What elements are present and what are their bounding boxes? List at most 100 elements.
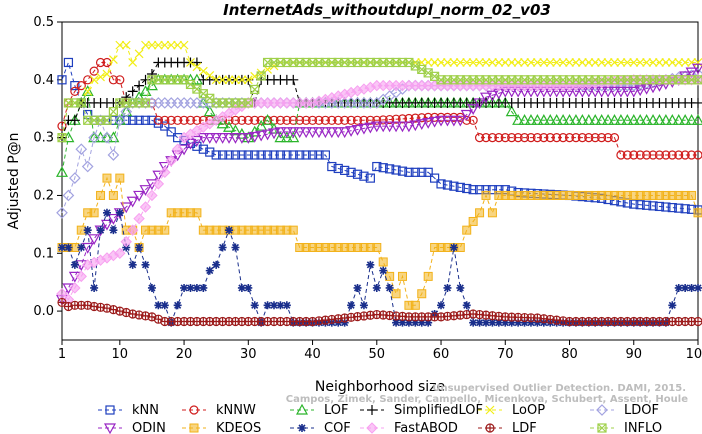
data-point-kdeos [108,190,118,200]
data-point-cof [475,318,484,327]
data-point-lof [685,114,698,125]
data-point-knn [340,165,350,175]
data-point-lof [672,114,685,125]
data-point-knn [391,165,401,175]
legend-item-ldof: LDOF [590,403,659,418]
data-point-knnw [95,57,106,68]
data-point-lof [139,85,152,96]
data-point-kdeos [687,190,697,200]
x-tick-label: 70 [497,347,514,362]
data-point-cof [340,318,349,327]
data-point-knn [282,150,292,160]
chart-title: InternetAds_withoutdupl_norm_02_v03 [223,1,551,19]
data-point-kdeos [391,289,401,299]
x-tick-label: 80 [561,347,578,362]
data-point-lof [582,114,595,125]
data-point-kdeos [397,271,407,281]
data-point-knnw [494,133,504,143]
series-ldf [57,297,702,327]
data-point-knnw [532,133,542,143]
data-point-lof [666,114,679,125]
data-point-knn [262,150,273,160]
data-point-odin [280,127,293,139]
data-point-knnw [474,133,485,143]
data-point-loop [629,58,639,67]
data-point-kdeos [115,173,125,183]
data-point-knn [314,150,324,160]
data-point-knn [134,115,144,125]
data-point-cof [514,318,523,327]
data-point-knn [359,171,369,181]
data-point-knnw [674,150,684,160]
data-point-knn [674,203,684,213]
data-point-fastabod [139,201,152,213]
x-axis: 1 10 20 30 40 50 60 70 80 90 100 [58,340,702,362]
data-point-odin [614,86,627,98]
data-point-lof [229,124,242,136]
data-point-knn [307,150,318,160]
data-point-lof [512,114,525,125]
data-point-cof [180,283,189,292]
data-point-knnw [552,133,562,143]
data-point-knnw [577,133,587,143]
data-point-knnw [282,115,292,125]
legend-label: kNNW [216,403,256,418]
data-point-inflo [185,79,196,90]
data-point-knnw [597,133,607,143]
data-point-cof [263,301,272,310]
data-point-loop [693,58,702,67]
data-point-loop [577,58,587,67]
data-point-loop [494,58,504,67]
legend-item-cof: COF [290,421,351,434]
data-point-loop [590,58,600,67]
x-tick-label: 30 [240,347,257,362]
data-point-knnw [603,133,613,143]
series-odin [55,63,702,306]
data-point-kdeos [693,208,702,218]
data-point-inflo [108,107,118,117]
data-point-knn [83,109,93,120]
data-point-loop [243,75,253,85]
data-point-fastabod [146,189,158,202]
data-point-knn [352,169,363,179]
data-point-odin [447,115,460,127]
legend-label: COF [324,421,351,434]
legend-item-kdeos: KDEOS [182,421,261,434]
data-point-odin [621,86,634,98]
y-tick-label: 0.0 [33,304,54,319]
data-point-inflo [76,98,86,108]
legend-marker [105,405,115,415]
data-point-odin [685,67,698,79]
data-point-inflo [243,98,253,108]
data-point-knnw [410,113,420,123]
data-point-lof [505,105,518,117]
data-point-simplifiedlof [127,86,138,97]
data-point-kdeos [468,216,478,226]
data-point-odin [627,86,640,98]
data-point-odin [691,63,702,75]
data-point-knn [288,150,298,160]
data-point-loop [102,69,112,79]
data-point-cof [443,283,452,292]
data-point-ldf [140,311,151,321]
legend-label: LoOP [512,403,545,418]
data-point-lof [120,105,133,117]
data-point-lof [203,105,216,117]
data-point-odin [223,133,236,144]
data-point-knnw [648,150,658,160]
data-point-knn [301,150,311,160]
data-point-loop [635,58,645,67]
data-point-lof [537,114,550,125]
data-point-inflo [102,115,112,125]
data-point-loop [141,40,150,50]
data-point-knn [160,121,170,131]
data-point-loop [192,62,202,72]
data-point-cof [109,226,118,235]
data-point-ldof [88,131,100,144]
data-point-knnw [590,133,600,143]
data-point-fastabod [120,236,132,248]
data-point-cof [501,318,510,327]
data-point-knnw [340,115,350,125]
data-point-kdeos [89,208,99,218]
data-point-fastabod [126,224,139,236]
